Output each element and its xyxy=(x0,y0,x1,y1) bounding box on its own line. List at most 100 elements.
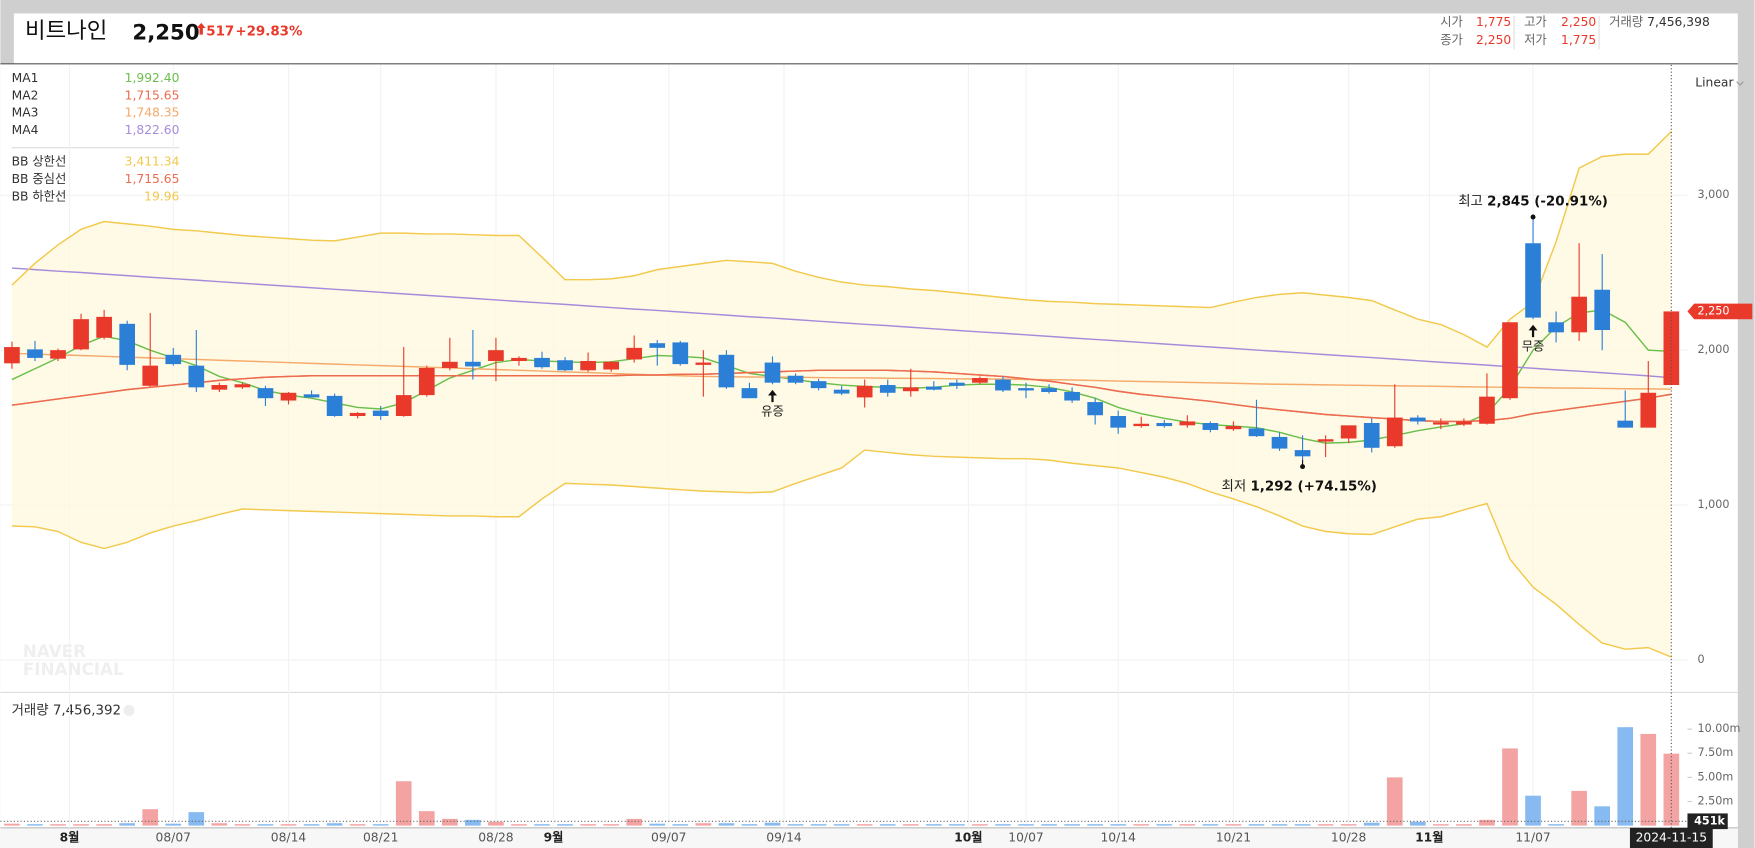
candle-body xyxy=(4,347,20,364)
watermark: FINANCIAL xyxy=(23,659,124,679)
candle-body xyxy=(626,347,643,360)
stat-value: 1,775 xyxy=(1476,15,1511,29)
volume-bar xyxy=(1340,824,1357,826)
stat-label: 저가 xyxy=(1524,33,1547,47)
volume-bar xyxy=(787,824,804,826)
volume-bar xyxy=(1294,824,1311,826)
candle-body xyxy=(580,361,596,371)
volume-title: 거래량 7,456,392 xyxy=(12,702,121,718)
stat-value: 1,775 xyxy=(1561,33,1596,47)
x-axis-strip xyxy=(0,827,1738,848)
candle-body xyxy=(326,395,343,417)
y-tick-label: 3,000 xyxy=(1698,188,1730,201)
volume-bar xyxy=(718,823,735,826)
frame-corner xyxy=(0,0,14,64)
candle-body xyxy=(165,354,182,365)
indicator-line xyxy=(11,449,1672,658)
volume-bar xyxy=(557,824,573,826)
x-tick-label: 10/28 xyxy=(1331,830,1366,844)
scale-chevron[interactable] xyxy=(1736,81,1744,86)
legend-label: MA1 xyxy=(12,71,39,85)
candle-body xyxy=(1386,417,1403,447)
candle-body xyxy=(1433,422,1449,425)
volume-bar xyxy=(165,823,182,826)
volume-bar xyxy=(833,824,850,826)
volume-bar xyxy=(1409,821,1426,826)
volume-bar xyxy=(188,812,205,826)
volume-bar xyxy=(1110,824,1127,826)
candle-body xyxy=(1179,421,1196,426)
volume-bar xyxy=(879,824,896,826)
x-tick-label: 9월 xyxy=(544,829,564,844)
candle-body xyxy=(1041,388,1057,393)
candle-body xyxy=(27,349,43,358)
volume-bar xyxy=(142,809,159,826)
x-tick-label: 11/07 xyxy=(1515,830,1550,844)
indicator-line xyxy=(11,130,1672,348)
volume-bar xyxy=(1133,824,1150,826)
candle-body xyxy=(672,342,689,365)
x-tick-label: 8월 xyxy=(60,829,80,844)
candle-body xyxy=(1640,392,1657,428)
volume-bar xyxy=(1018,824,1034,826)
legend-value: 1,715.65 xyxy=(125,88,180,102)
candle-body xyxy=(119,323,136,365)
candle-body xyxy=(1225,426,1242,430)
extreme-label: 최고 2,845 (-20.91%) xyxy=(1458,193,1608,209)
extreme-prefix: 최저 xyxy=(1222,479,1247,495)
candle-body xyxy=(902,387,919,392)
candle-body xyxy=(856,385,873,398)
close-icon[interactable] xyxy=(123,704,135,716)
y-tick-label: 2,000 xyxy=(1698,343,1730,356)
volume-bar xyxy=(1363,822,1380,826)
x-tick-label: 08/28 xyxy=(478,830,513,844)
candle-body xyxy=(557,360,573,371)
candle-body xyxy=(465,361,481,367)
candle-body xyxy=(395,395,412,417)
scale-selector[interactable]: Linear xyxy=(1695,75,1734,89)
volume-bar xyxy=(925,824,942,826)
stat-label: 시가 xyxy=(1440,15,1463,29)
stock-name: 비트나인 xyxy=(25,18,107,44)
candle-body xyxy=(1548,322,1564,333)
volume-bar xyxy=(603,824,619,826)
event-label: 유증 xyxy=(761,405,784,419)
candle-body xyxy=(1133,423,1150,427)
candle-body xyxy=(1571,296,1587,333)
volume-bar xyxy=(1502,748,1518,826)
candle-body xyxy=(787,375,804,383)
price-tag xyxy=(1687,303,1753,320)
volume-bar xyxy=(1225,824,1242,826)
legend-label: MA3 xyxy=(12,106,39,120)
watermark: NAVER xyxy=(23,641,86,661)
volume-bar xyxy=(119,823,136,826)
volume-bar xyxy=(418,811,435,826)
candle-body xyxy=(1617,420,1634,428)
candle-body xyxy=(1409,417,1426,422)
stat-label: 고가 xyxy=(1524,15,1547,29)
crosshair-date: 2024-11-15 xyxy=(1636,830,1707,844)
volume-bar xyxy=(1525,795,1541,826)
candle-body xyxy=(534,357,550,368)
volume-bar xyxy=(442,818,458,826)
legend-label: BB 상한선 xyxy=(12,155,67,169)
volume-tick-label: 5.00m xyxy=(1698,770,1734,783)
volume-bar xyxy=(488,821,504,826)
x-tick-label: 11월 xyxy=(1415,829,1443,844)
volume-bar xyxy=(465,819,481,826)
candle-body xyxy=(1294,450,1311,457)
volume-bar xyxy=(534,824,550,826)
volume-bar xyxy=(1479,819,1495,826)
extreme-prefix: 최고 xyxy=(1458,193,1483,209)
volume-bar xyxy=(1640,733,1657,826)
legend-value: 1,822.60 xyxy=(125,123,180,137)
candle-body xyxy=(764,362,781,383)
candle-body xyxy=(741,388,758,399)
volume-bar xyxy=(395,781,412,826)
stat-value: 2,250 xyxy=(1476,33,1511,47)
legend-label: MA2 xyxy=(12,88,39,102)
candle-body xyxy=(1202,422,1219,430)
volume-bar xyxy=(1248,824,1265,826)
candle-body xyxy=(695,362,712,365)
